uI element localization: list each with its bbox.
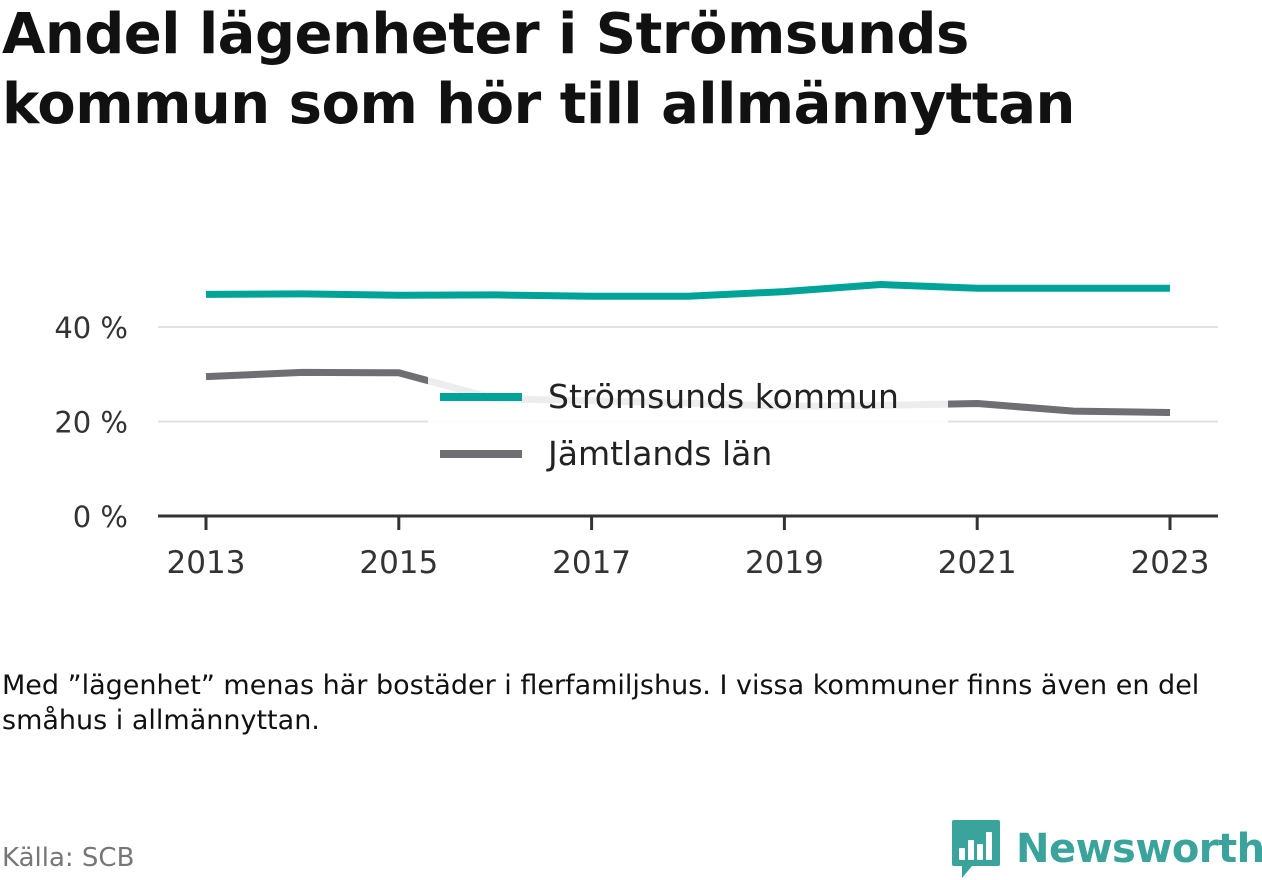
x-tick-label: 2019 [745, 545, 824, 581]
legend-label: Jämtlands län [546, 434, 772, 473]
source-label: Källa: SCB [2, 843, 135, 873]
x-tick-label: 2021 [938, 545, 1017, 581]
y-axis-labels: 0 % 20 % 40 % [54, 311, 128, 534]
x-tick-label: 2015 [359, 545, 438, 581]
x-axis: 2013 2015 2017 2019 2021 2023 [158, 514, 1218, 581]
legend-background [428, 370, 948, 488]
y-tick-label: 40 % [54, 311, 128, 345]
chart-title: Andel lägenheter i Strömsunds kommun som… [2, 2, 1075, 137]
y-tick-label: 0 % [73, 500, 128, 534]
legend: Strömsunds kommun Jämtlands län [428, 370, 948, 488]
x-tick-label: 2023 [1131, 545, 1210, 581]
x-tick-label: 2013 [167, 545, 246, 581]
y-tick-label: 20 % [54, 406, 128, 440]
brand-logo-lockup: Newsworthy [950, 818, 1262, 880]
x-tick-label: 2017 [552, 545, 631, 581]
bar-chart-speech-bubble-icon [952, 820, 1000, 878]
line-chart: 2013 2015 2017 2019 2021 2023 0 % 20 % 40 % Str… [54, 281, 1218, 581]
legend-label: Strömsunds kommun [548, 377, 899, 416]
chart-note: Med ”lägenhet” menas här bostäder i fler… [2, 670, 1200, 736]
series-line-stromsund [205, 281, 1170, 300]
brand-name: Newsworthy [1016, 826, 1262, 872]
